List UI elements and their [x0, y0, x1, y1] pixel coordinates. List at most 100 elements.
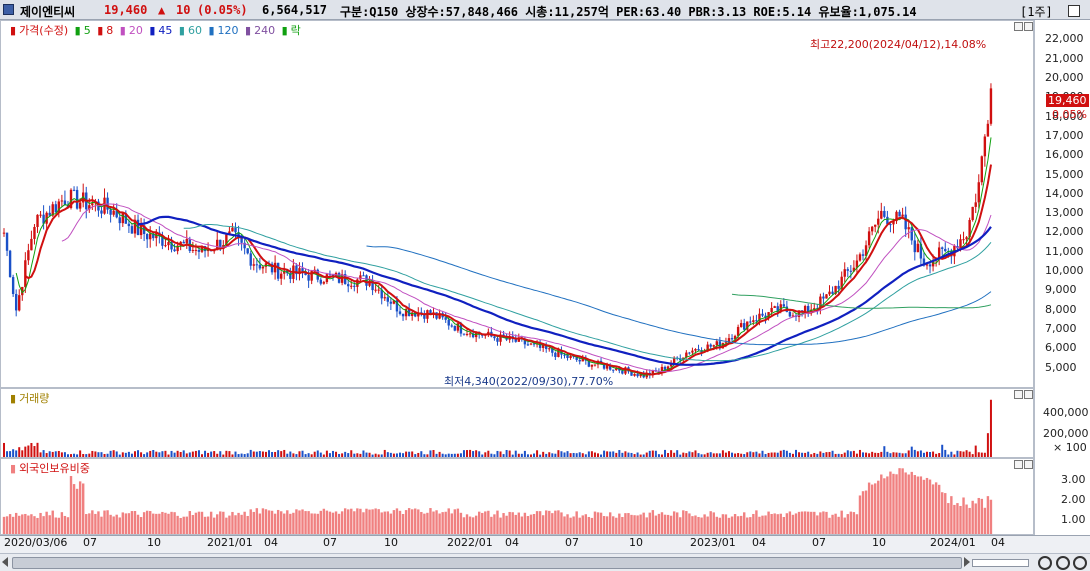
volume-bar — [551, 453, 554, 457]
volume-bar — [176, 450, 179, 457]
foreign-ratio-bar — [803, 511, 807, 534]
foreign-ratio-bar — [980, 498, 984, 534]
foreign-ratio-bar — [782, 517, 786, 534]
foreign-ratio-bar — [33, 516, 36, 534]
volume-bar — [557, 450, 560, 457]
foreign-ratio-bar — [800, 511, 804, 534]
volume-bar — [590, 451, 593, 457]
volume-bar — [862, 452, 865, 457]
volume-bar — [944, 449, 947, 457]
volume-bar — [152, 449, 155, 457]
volume-bar — [868, 453, 871, 457]
foreign-ratio-bar — [54, 517, 57, 534]
candle-body — [2, 232, 6, 234]
pane-minimize-button[interactable] — [1014, 22, 1023, 31]
foreign-ratio-bar — [258, 513, 262, 534]
volume-bar — [941, 444, 944, 457]
volume-bar — [947, 454, 950, 457]
foreign-close-button[interactable] — [1024, 460, 1033, 469]
zoom-slider[interactable] — [972, 559, 1029, 567]
scroll-thumb[interactable] — [12, 557, 962, 569]
foreign-ratio-bar — [447, 508, 450, 534]
price-change: 10 — [176, 3, 191, 17]
volume-bar — [392, 453, 395, 457]
candle-body — [764, 315, 767, 318]
foreign-minimize-button[interactable] — [1014, 460, 1023, 469]
foreign-ratio-bar — [182, 516, 185, 534]
candle-body — [886, 216, 889, 225]
candle-body — [368, 280, 371, 286]
candle-body — [910, 227, 913, 241]
foreign-ratio-bar — [758, 516, 761, 534]
volume-bar — [831, 450, 834, 457]
candle-body — [407, 308, 411, 316]
volume-bar — [849, 451, 852, 457]
candle-body — [615, 368, 618, 371]
volume-bar — [935, 453, 938, 457]
candle-body — [630, 371, 633, 376]
foreign-ratio-bar — [228, 515, 231, 534]
foreign-ratio-bar — [66, 517, 70, 534]
volume-bar — [795, 449, 797, 457]
candle-body — [100, 210, 103, 214]
foreign-ratio-bar — [563, 516, 566, 534]
window-toggle-icon[interactable] — [1068, 5, 1080, 17]
volume-bar — [9, 451, 12, 457]
volume-bar — [42, 450, 45, 457]
volume-bar — [974, 445, 977, 457]
volume-bar — [627, 452, 630, 457]
zoom-out-icon[interactable] — [1038, 556, 1052, 570]
volume-bar — [697, 453, 700, 457]
menu-icon[interactable] — [3, 4, 14, 15]
volume-bar — [959, 451, 962, 457]
foreign-ratio-bar — [648, 512, 651, 534]
foreign-ratio-bar — [788, 511, 792, 534]
volume-bar — [399, 452, 401, 457]
pane-close-button[interactable] — [1024, 22, 1033, 31]
foreign-ratio-bar — [124, 513, 128, 534]
candle-body — [706, 344, 709, 352]
foreign-ratio-bar — [243, 511, 246, 534]
period-button[interactable]: [1주] — [1020, 5, 1053, 19]
foreign-ratio-bar — [234, 515, 237, 534]
price-pane — [0, 20, 1034, 388]
foreign-ratio-bar — [819, 512, 822, 534]
foreign-ratio-bar — [499, 517, 502, 534]
volume-bar — [341, 453, 344, 457]
volume-bar — [877, 452, 880, 457]
foreign-ratio-bar — [950, 496, 953, 534]
foreign-ratio-bar — [968, 507, 971, 534]
x-tick-label: 2023/01 — [690, 536, 736, 549]
x-tick-label: 2024/01 — [930, 536, 976, 549]
scroll-left-arrow[interactable] — [2, 557, 8, 567]
candle-body — [877, 218, 880, 225]
volume-bar — [249, 449, 252, 457]
volume-bar — [883, 446, 886, 457]
foreign-ratio-bar — [502, 513, 505, 534]
candle-body — [18, 295, 21, 311]
candle-body — [243, 242, 246, 249]
foreign-ratio-bar — [849, 511, 853, 534]
volume-bar — [472, 451, 475, 457]
volume-bar — [901, 453, 904, 457]
zoom-reset-icon[interactable] — [1073, 556, 1087, 570]
candle-body — [139, 225, 143, 236]
volume-bar — [688, 451, 691, 457]
chart-scrollbar[interactable] — [0, 553, 1090, 571]
foreign-ratio-bar — [867, 482, 871, 534]
foreign-ratio-bar — [11, 516, 15, 534]
volume-close-button[interactable] — [1024, 390, 1033, 399]
foreign-ratio-bar — [535, 511, 539, 534]
foreign-ratio-bar — [222, 511, 225, 534]
foreign-ratio-bar — [36, 517, 39, 534]
foreign-ratio-bar — [292, 512, 295, 534]
foreign-ratio-bar — [578, 517, 581, 534]
scroll-right-arrow[interactable] — [964, 557, 970, 567]
foreign-ratio-bar — [642, 512, 645, 534]
volume-bar — [578, 452, 581, 457]
candle-body — [925, 264, 929, 266]
zoom-in-icon[interactable] — [1056, 556, 1070, 570]
volume-minimize-button[interactable] — [1014, 390, 1023, 399]
foreign-ratio-bar — [560, 512, 563, 534]
volume-bar — [865, 452, 868, 457]
